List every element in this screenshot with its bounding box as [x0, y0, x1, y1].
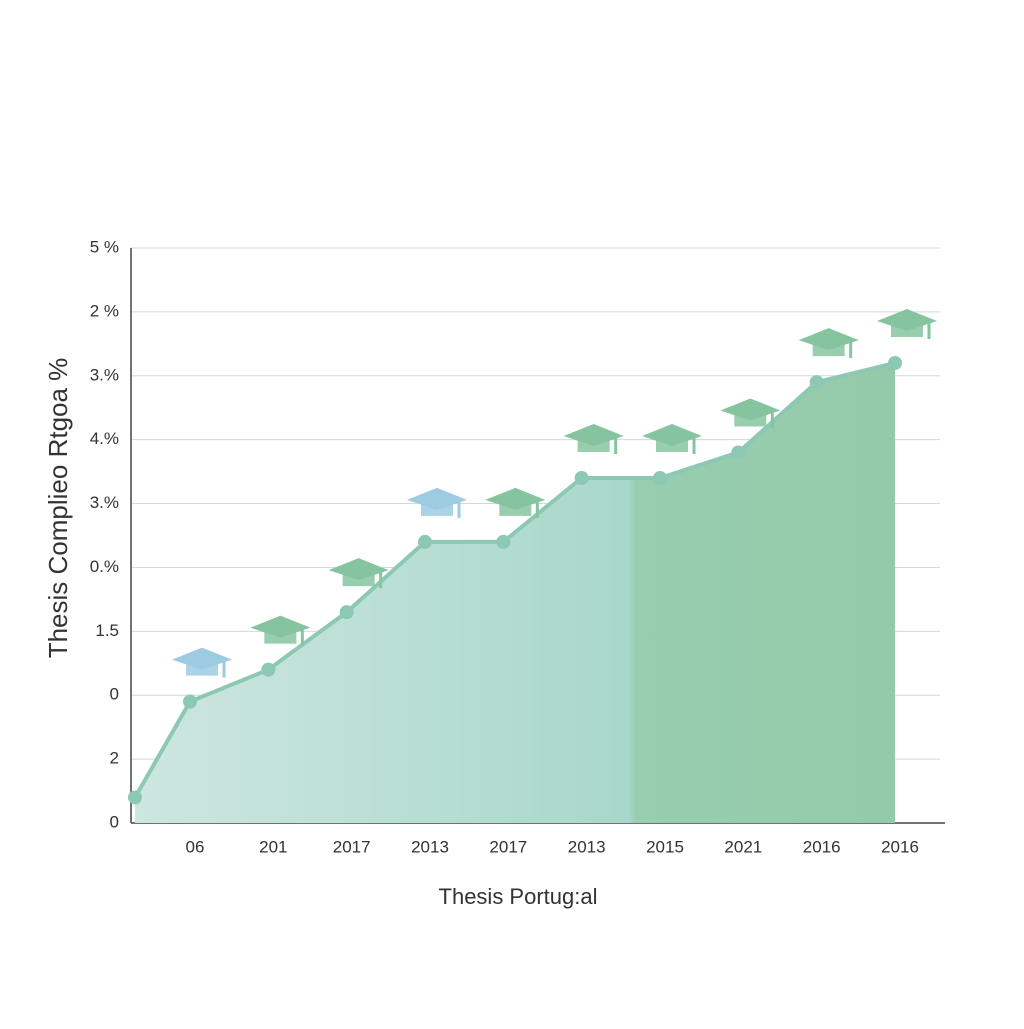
- x-tick-label: 2013: [411, 837, 449, 856]
- point: [183, 694, 197, 709]
- cap-base: [499, 503, 532, 516]
- y-tick-label: 5 %: [90, 237, 119, 256]
- x-tick-label: 2016: [803, 837, 841, 856]
- y-tick-label: 0.%: [90, 557, 119, 576]
- point: [496, 534, 511, 549]
- x-tick-label: 2013: [568, 837, 606, 856]
- point: [574, 471, 589, 485]
- y-tick-label: 3.%: [90, 493, 119, 512]
- cap-base: [577, 440, 610, 452]
- cap-base: [891, 325, 923, 337]
- cap-base: [656, 440, 688, 452]
- y-axis-label: Thesis Complieo Rtgoa %: [43, 358, 73, 659]
- point: [731, 445, 746, 460]
- y-tick-label: 2: [110, 749, 119, 768]
- y-tick-label: 2 %: [90, 301, 119, 320]
- cap-base: [734, 414, 767, 427]
- y-tick-label: 4.%: [90, 429, 119, 448]
- x-axis-label: Thesis Portug:al: [439, 884, 598, 909]
- point: [888, 356, 902, 370]
- cap-base: [421, 503, 453, 516]
- y-tick-label: 0: [110, 685, 119, 704]
- x-tick-label: 2021: [724, 837, 762, 856]
- area: [135, 363, 895, 823]
- cap-base: [186, 663, 218, 676]
- x-tick-label: 2017: [333, 837, 371, 856]
- y-tick-label: 3.%: [90, 365, 119, 384]
- point: [339, 605, 354, 620]
- x-tick-label: 201: [259, 837, 287, 856]
- x-tick-label: 2015: [646, 837, 684, 856]
- point: [653, 471, 667, 485]
- cap-base: [812, 344, 845, 357]
- x-tick-label: 2017: [489, 837, 527, 856]
- y-tick-label: 1.5: [95, 621, 119, 640]
- x-tick-label: 06: [186, 837, 205, 856]
- y-tick-label: 0: [110, 812, 119, 831]
- point: [418, 534, 432, 549]
- point: [261, 662, 276, 677]
- cap-base: [342, 574, 375, 587]
- point: [809, 375, 824, 390]
- x-tick-label: 2016: [881, 837, 919, 856]
- point: [128, 790, 142, 805]
- cap-base: [264, 631, 297, 644]
